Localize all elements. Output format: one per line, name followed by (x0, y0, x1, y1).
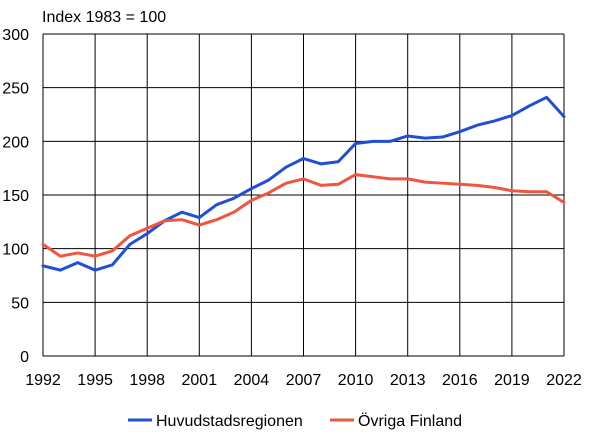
x-tick-label: 2001 (182, 372, 218, 389)
y-tick-label: 250 (2, 81, 29, 98)
legend: Huvudstadsregionen Övriga Finland (128, 412, 462, 430)
y-tick-label: 0 (20, 349, 29, 366)
series-line-1 (41, 95, 566, 272)
y-tick-label: 300 (2, 27, 29, 44)
grid (42, 33, 565, 357)
y-tick-label: 150 (2, 188, 29, 205)
y-tick-labels: 0 50 100 150 200 250 300 (2, 27, 29, 366)
y-tick-label: 100 (2, 242, 29, 259)
x-tick-label: 2004 (234, 372, 270, 389)
x-tick-label: 2019 (494, 372, 530, 389)
legend-label-2: Övriga Finland (358, 412, 462, 430)
x-tick-label: 1995 (77, 372, 113, 389)
y-unit-label: Index 1983 = 100 (42, 9, 166, 26)
x-tick-labels: 1992 1995 1998 2001 2004 2007 2010 2013 2016 2019… (25, 372, 582, 389)
y-tick-label: 200 (2, 134, 29, 151)
x-tick-label: 2016 (442, 372, 478, 389)
x-tick-label: 2022 (546, 372, 582, 389)
x-tick-label: 1992 (25, 372, 61, 389)
y-tick-label: 50 (11, 295, 29, 312)
series-lines (41, 95, 566, 272)
legend-label-1: Huvudstadsregionen (156, 413, 303, 430)
x-tick-label: 2010 (338, 372, 374, 389)
x-tick-label: 2007 (286, 372, 322, 389)
x-tick-label: 2013 (390, 372, 426, 389)
x-tick-label: 1998 (129, 372, 165, 389)
series-line-2 (41, 173, 566, 258)
